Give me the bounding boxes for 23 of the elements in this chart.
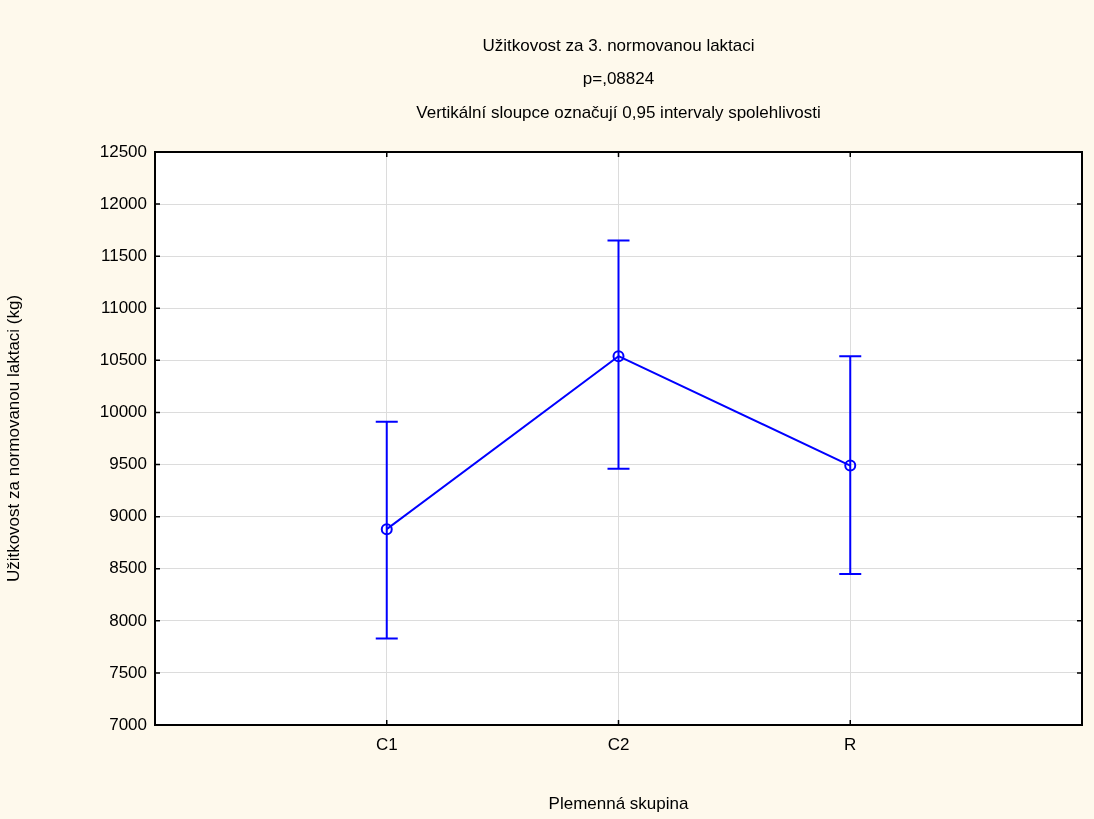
y-tick-label: 11000 bbox=[100, 297, 147, 317]
y-tick-label: 7000 bbox=[109, 714, 147, 734]
y-axis-title: Užitkovost za normovanou laktaci (kg) bbox=[3, 294, 23, 583]
x-axis-title: Plemenná skupina bbox=[548, 794, 689, 814]
y-tick-label: 9500 bbox=[109, 454, 147, 474]
y-tick-label: 12500 bbox=[99, 141, 147, 161]
y-tick-label: 10500 bbox=[99, 350, 147, 370]
x-tick-label: C1 bbox=[375, 734, 398, 754]
y-tick-label: 11500 bbox=[100, 245, 147, 265]
point bbox=[380, 523, 393, 536]
x-tick-label: C2 bbox=[607, 734, 630, 754]
y-tick-label: 10000 bbox=[99, 402, 147, 422]
x-tick-label: R bbox=[844, 734, 857, 754]
text: Vertikální sloupce označují 0,95 intervaly spolehlivosti bbox=[416, 102, 821, 122]
y-tick-label: 9000 bbox=[109, 506, 147, 526]
y-tick-label: 7500 bbox=[109, 662, 147, 682]
y-tick-label: 8000 bbox=[109, 610, 147, 630]
point bbox=[844, 459, 857, 472]
y-tick-label: 12000 bbox=[99, 193, 147, 213]
y-tick-label: 8500 bbox=[109, 558, 147, 578]
point bbox=[612, 350, 625, 363]
chart-title: Užitkovost za 3. normovanou laktaci bbox=[482, 35, 755, 55]
chart-subtitle: p=,08824 bbox=[582, 69, 655, 89]
